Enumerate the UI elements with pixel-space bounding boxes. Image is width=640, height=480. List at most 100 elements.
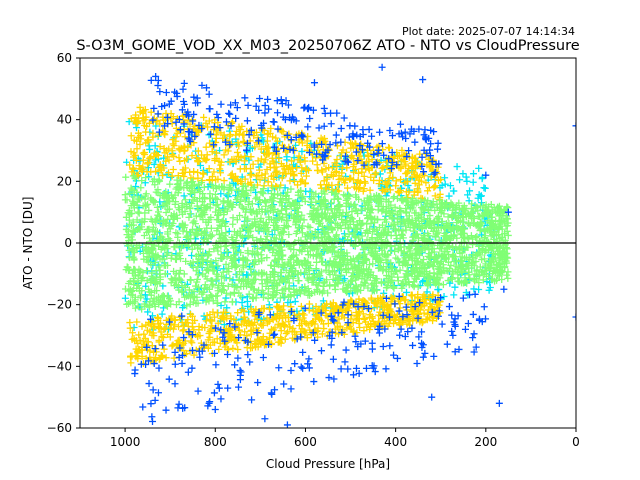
data-point — [296, 158, 304, 166]
data-point — [216, 165, 224, 173]
data-point — [149, 116, 157, 124]
data-point — [313, 166, 321, 174]
data-point — [443, 340, 451, 348]
data-point — [412, 162, 420, 170]
data-point — [202, 143, 210, 151]
data-point — [323, 173, 331, 181]
data-point — [236, 376, 244, 384]
data-point — [224, 351, 232, 359]
data-point — [200, 113, 208, 121]
data-point — [238, 122, 246, 130]
data-point — [167, 173, 175, 181]
data-point — [410, 188, 418, 196]
data-point — [219, 134, 227, 142]
data-point — [255, 140, 263, 148]
data-point — [149, 417, 157, 425]
data-point — [349, 163, 357, 171]
data-point — [345, 133, 353, 141]
data-point — [299, 364, 307, 372]
data-point — [229, 118, 237, 126]
data-point — [221, 298, 229, 306]
data-point — [334, 181, 342, 189]
data-point — [151, 142, 159, 150]
data-point — [441, 174, 449, 182]
data-point — [397, 325, 405, 333]
data-point — [154, 110, 162, 118]
data-point — [264, 178, 272, 186]
data-point — [471, 290, 479, 298]
data-point — [346, 122, 354, 130]
data-point — [432, 182, 440, 190]
data-point — [224, 249, 232, 257]
data-point — [260, 138, 268, 146]
data-point — [448, 327, 456, 335]
data-point — [420, 309, 428, 317]
data-point — [222, 118, 230, 126]
data-point — [386, 169, 394, 177]
data-point — [304, 360, 312, 368]
data-point — [338, 169, 346, 177]
data-point — [318, 168, 326, 176]
data-point — [186, 204, 194, 212]
data-point — [158, 310, 166, 318]
data-point — [469, 310, 477, 318]
data-point — [402, 188, 410, 196]
data-point — [130, 136, 138, 144]
data-point — [402, 160, 410, 168]
data-point — [396, 120, 404, 128]
data-point — [278, 206, 286, 214]
data-point — [121, 294, 129, 302]
data-point — [188, 252, 196, 260]
data-point — [139, 107, 147, 115]
data-point — [237, 197, 245, 205]
data-point — [261, 170, 269, 178]
data-point — [475, 286, 483, 294]
data-point — [203, 168, 211, 176]
data-point — [320, 159, 328, 167]
data-point — [341, 275, 349, 283]
data-point — [176, 126, 184, 134]
data-point — [413, 157, 421, 165]
data-point — [233, 127, 241, 135]
data-point — [409, 341, 417, 349]
data-point — [179, 85, 187, 93]
data-point — [396, 331, 404, 339]
data-point — [241, 94, 249, 102]
data-point — [237, 154, 245, 162]
data-point — [205, 176, 213, 184]
data-point — [212, 134, 220, 142]
data-point — [349, 371, 357, 379]
data-point — [287, 185, 295, 193]
data-point — [165, 169, 173, 177]
data-point — [410, 168, 418, 176]
data-point — [284, 165, 292, 173]
data-point — [154, 81, 162, 89]
data-point — [207, 130, 215, 138]
data-point — [224, 384, 232, 392]
data-point — [147, 400, 155, 408]
data-point — [470, 170, 478, 178]
data-point — [144, 138, 152, 146]
data-point — [227, 171, 235, 179]
data-point — [273, 170, 281, 178]
data-point — [126, 161, 134, 169]
data-point — [251, 143, 259, 151]
data-point — [297, 178, 305, 186]
data-point — [384, 179, 392, 187]
data-point — [480, 303, 488, 311]
data-point — [403, 177, 411, 185]
data-point — [370, 176, 378, 184]
data-point — [337, 124, 345, 132]
data-point — [450, 291, 458, 299]
data-point — [381, 188, 389, 196]
data-point — [480, 184, 488, 192]
data-point — [130, 323, 138, 331]
data-point — [194, 147, 202, 155]
data-point — [332, 131, 340, 139]
data-point — [174, 172, 182, 180]
data-point — [172, 124, 180, 132]
data-point — [225, 109, 233, 117]
data-point — [206, 139, 214, 147]
data-point — [169, 140, 177, 148]
data-point — [190, 168, 198, 176]
